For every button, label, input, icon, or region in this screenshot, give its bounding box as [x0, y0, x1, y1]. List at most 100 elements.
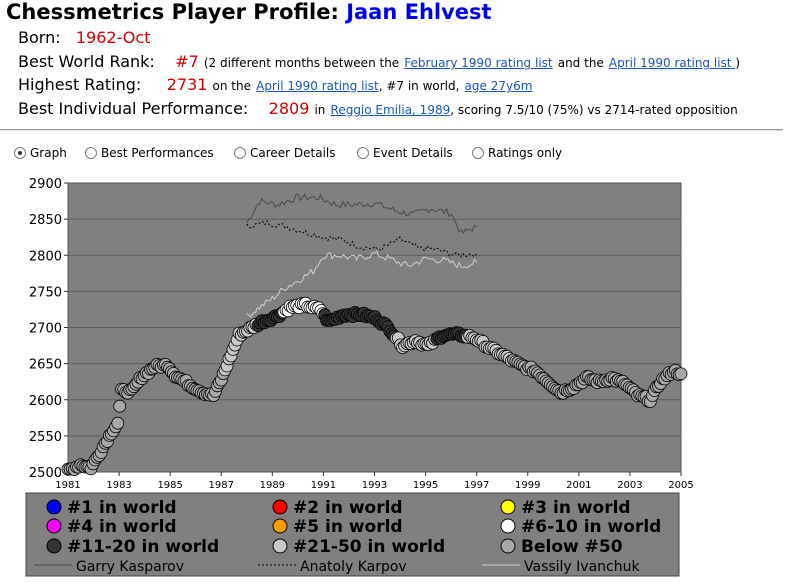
reggio-emilia-link[interactable]: Reggio Emilia, 1989 — [330, 103, 451, 117]
born-row: Born: 1962-Oct — [18, 28, 150, 47]
x-tick-label: 2001 — [566, 480, 591, 491]
legend-swatch — [272, 538, 288, 554]
y-tick-label: 2800 — [29, 249, 62, 264]
highest-rating-label: Highest Rating: — [18, 75, 142, 94]
ivanchuk-line — [246, 250, 478, 318]
highest-rating-list-link[interactable]: April 1990 rating list — [256, 79, 379, 93]
y-tick-label: 2850 — [29, 213, 62, 228]
x-tick-label: 1989 — [260, 480, 285, 491]
legend-label: #6-10 in world — [521, 517, 661, 537]
title-prefix: Chessmetrics Player Profile: — [6, 0, 339, 24]
highest-rating-value: 2731 — [166, 75, 208, 94]
tab-ratings-only-label: Ratings only — [488, 146, 563, 160]
tab-graph-label: Graph — [30, 146, 67, 160]
legend-box — [25, 492, 680, 577]
player-name: Jaan Ehlvest — [346, 0, 492, 24]
tab-career-details-label: Career Details — [250, 146, 336, 160]
best-rank-note-mid: and the — [557, 56, 604, 70]
february-1990-list-link[interactable]: February 1990 rating list — [404, 56, 553, 70]
player-points — [61, 296, 688, 477]
tab-event-details[interactable]: Event Details — [357, 146, 453, 160]
tab-best-performances[interactable]: Best Performances — [85, 146, 214, 160]
april-1990-list-link[interactable]: April 1990 rating list — [608, 56, 736, 70]
x-tick-label: 2005 — [668, 480, 693, 491]
legend-line-label: Garry Kasparov — [76, 559, 184, 575]
rating-point — [674, 367, 688, 381]
born-value: 1962-Oct — [75, 28, 151, 47]
tab-event-details-label: Event Details — [373, 146, 453, 160]
age-link[interactable]: age 27y6m — [464, 79, 533, 93]
y-tick-label: 2600 — [29, 394, 62, 409]
y-tick-label: 2650 — [29, 358, 62, 373]
legend-swatch — [272, 518, 288, 534]
x-tick-label: 1999 — [515, 480, 540, 491]
legend-label: #2 in world — [293, 498, 403, 518]
legend-swatch — [46, 518, 62, 534]
tab-graph[interactable]: Graph — [14, 146, 67, 160]
tab-best-performances-label: Best Performances — [101, 146, 214, 160]
best-performance-value: 2809 — [268, 99, 310, 118]
legend-swatch — [500, 499, 516, 515]
legend-swatch — [46, 499, 62, 515]
legend-label: #5 in world — [293, 517, 403, 537]
legend-label: #11-20 in world — [67, 537, 219, 557]
y-tick-label: 2500 — [29, 466, 62, 481]
radio-icon[interactable] — [472, 147, 484, 159]
best-performance-post: , scoring 7.5/10 (75%) vs 2714-rated opp… — [450, 103, 738, 117]
highest-rating-pre: on the — [212, 79, 252, 93]
legend-swatch — [500, 518, 516, 534]
highest-rating-mid: , #7 in world, — [378, 79, 460, 93]
best-rank-note-pre: (2 different months between the — [203, 56, 400, 70]
tab-ratings-only[interactable]: Ratings only — [472, 146, 562, 160]
page-title: Chessmetrics Player Profile: Jaan Ehlves… — [6, 0, 492, 24]
legend-swatch — [272, 499, 288, 515]
radio-icon[interactable] — [234, 147, 246, 159]
best-performance-row: Best Individual Performance: 2809 in Reg… — [18, 99, 738, 118]
rating-point — [111, 416, 125, 430]
best-rank-value: #7 — [175, 52, 199, 71]
x-tick-label: 1985 — [157, 480, 182, 491]
comparison-lines — [246, 193, 478, 318]
x-tick-label: 1993 — [362, 480, 387, 491]
legend-line-label: Vassily Ivanchuk — [524, 559, 640, 575]
best-performance-pre: in — [314, 103, 326, 117]
best-performance-label: Best Individual Performance: — [18, 99, 249, 118]
legend-label: #1 in world — [67, 498, 177, 518]
highest-rating-row: Highest Rating: 2731 on the April 1990 r… — [18, 75, 532, 94]
x-tick-label: 1987 — [209, 480, 234, 491]
best-rank-note-post: ) — [735, 56, 740, 70]
divider — [0, 129, 783, 131]
best-rank-row: Best World Rank: #7 (2 different months … — [18, 52, 740, 71]
born-label: Born: — [18, 28, 61, 47]
x-tick-label: 1991 — [311, 480, 336, 491]
legend-swatch — [46, 538, 62, 554]
legend-swatch — [500, 538, 516, 554]
x-tick-label: 1995 — [413, 480, 438, 491]
x-tick-label: 1981 — [55, 480, 80, 491]
legend-line-label: Anatoly Karpov — [300, 559, 407, 575]
legend-label: #21-50 in world — [293, 537, 445, 557]
x-axis-ticks: 1981 1983 1985 1987 1989 1991 1993 1995 1997 1999… — [55, 472, 694, 491]
kasparov-line — [246, 193, 477, 234]
karpov-line — [246, 219, 478, 258]
y-axis-ticks: 2500 2550 2600 2650 2700 2750 2800 2850 2900 — [29, 177, 68, 481]
legend-label: #3 in world — [521, 498, 631, 518]
y-tick-label: 2900 — [29, 177, 62, 192]
legend-label: #4 in world — [67, 517, 177, 537]
y-tick-label: 2550 — [29, 430, 62, 445]
radio-selected-icon[interactable] — [14, 147, 26, 159]
y-tick-label: 2700 — [29, 322, 62, 337]
radio-icon[interactable] — [357, 147, 369, 159]
best-rank-label: Best World Rank: — [18, 52, 155, 71]
x-tick-label: 1983 — [106, 480, 131, 491]
rating-point — [113, 399, 127, 413]
legend: #1 in world #2 in world #3 in world #4 in w… — [25, 492, 680, 577]
radio-icon[interactable] — [85, 147, 97, 159]
grid-lines — [68, 218, 681, 437]
x-tick-label: 1997 — [464, 480, 489, 491]
y-tick-label: 2750 — [29, 285, 62, 300]
legend-label: Below #50 — [521, 537, 623, 557]
tab-career-details[interactable]: Career Details — [234, 146, 336, 160]
x-tick-label: 2003 — [617, 480, 642, 491]
